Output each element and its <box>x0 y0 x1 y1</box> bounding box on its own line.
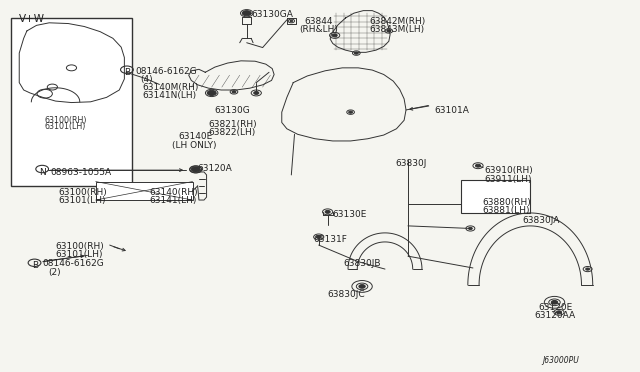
Text: 63131F: 63131F <box>314 235 348 244</box>
Circle shape <box>316 235 321 238</box>
Text: 63101(LH): 63101(LH) <box>56 250 103 259</box>
Text: 63130GA: 63130GA <box>251 10 293 19</box>
Text: 63130E: 63130E <box>333 210 367 219</box>
Circle shape <box>207 90 216 96</box>
Text: 63821(RH): 63821(RH) <box>209 119 257 129</box>
Text: 63101(LH): 63101(LH) <box>45 122 86 131</box>
Text: 63911(LH): 63911(LH) <box>484 175 532 184</box>
Text: 63120A: 63120A <box>198 164 232 173</box>
FancyBboxPatch shape <box>96 182 193 200</box>
Text: (LH ONLY): (LH ONLY) <box>172 141 217 150</box>
Text: 08146-6162G: 08146-6162G <box>135 67 197 76</box>
Text: 63822(LH): 63822(LH) <box>209 128 256 137</box>
Text: 63843M(LH): 63843M(LH) <box>370 25 425 34</box>
Text: 63101A: 63101A <box>435 106 470 115</box>
Circle shape <box>468 227 472 230</box>
Text: 63101(LH): 63101(LH) <box>59 196 106 205</box>
Circle shape <box>325 211 330 213</box>
Text: J63000PU: J63000PU <box>541 356 579 365</box>
Circle shape <box>355 52 358 54</box>
Circle shape <box>476 164 481 167</box>
Text: B: B <box>124 68 130 77</box>
Text: N: N <box>40 168 46 177</box>
Circle shape <box>359 285 365 288</box>
Circle shape <box>332 34 337 37</box>
Circle shape <box>556 311 561 314</box>
Circle shape <box>193 167 199 171</box>
Text: 63141(LH): 63141(LH) <box>149 196 196 205</box>
FancyBboxPatch shape <box>11 18 132 186</box>
Circle shape <box>290 20 292 22</box>
Circle shape <box>232 91 236 93</box>
Text: 63880(RH): 63880(RH) <box>483 198 531 207</box>
Text: B: B <box>32 260 38 270</box>
Text: 63100(RH): 63100(RH) <box>45 116 87 125</box>
Text: (4): (4) <box>140 75 153 84</box>
Circle shape <box>551 301 557 304</box>
Text: 63910(RH): 63910(RH) <box>484 166 533 176</box>
Text: 63140M(RH): 63140M(RH) <box>143 83 199 92</box>
Circle shape <box>253 92 259 94</box>
Circle shape <box>191 167 200 172</box>
Text: 63100(RH): 63100(RH) <box>59 188 108 197</box>
Text: 63842M(RH): 63842M(RH) <box>370 17 426 26</box>
Text: 63120E: 63120E <box>539 303 573 312</box>
Text: (2): (2) <box>48 268 61 277</box>
Text: 08146-6162G: 08146-6162G <box>43 260 104 269</box>
Text: 63830JB: 63830JB <box>344 259 381 268</box>
Text: 63140(RH): 63140(RH) <box>149 188 198 197</box>
Text: 63881(LH): 63881(LH) <box>483 206 530 215</box>
Text: 63130G: 63130G <box>215 106 251 115</box>
Text: 63830JA: 63830JA <box>523 216 560 225</box>
Text: 63100(RH): 63100(RH) <box>56 242 104 251</box>
Circle shape <box>349 111 353 113</box>
Text: V+W: V+W <box>19 14 45 24</box>
FancyBboxPatch shape <box>461 180 531 212</box>
Text: (RH&LH): (RH&LH) <box>300 25 339 34</box>
Text: 63140E: 63140E <box>179 132 212 141</box>
Text: 63844: 63844 <box>304 17 333 26</box>
Circle shape <box>243 11 251 16</box>
Text: 08963-1055A: 08963-1055A <box>51 167 111 177</box>
Text: 63120AA: 63120AA <box>534 311 575 320</box>
Text: 63830J: 63830J <box>395 160 427 169</box>
Text: 63830JC: 63830JC <box>328 290 365 299</box>
Text: 63141N(LH): 63141N(LH) <box>143 91 197 100</box>
Circle shape <box>586 268 589 270</box>
Circle shape <box>387 30 391 32</box>
